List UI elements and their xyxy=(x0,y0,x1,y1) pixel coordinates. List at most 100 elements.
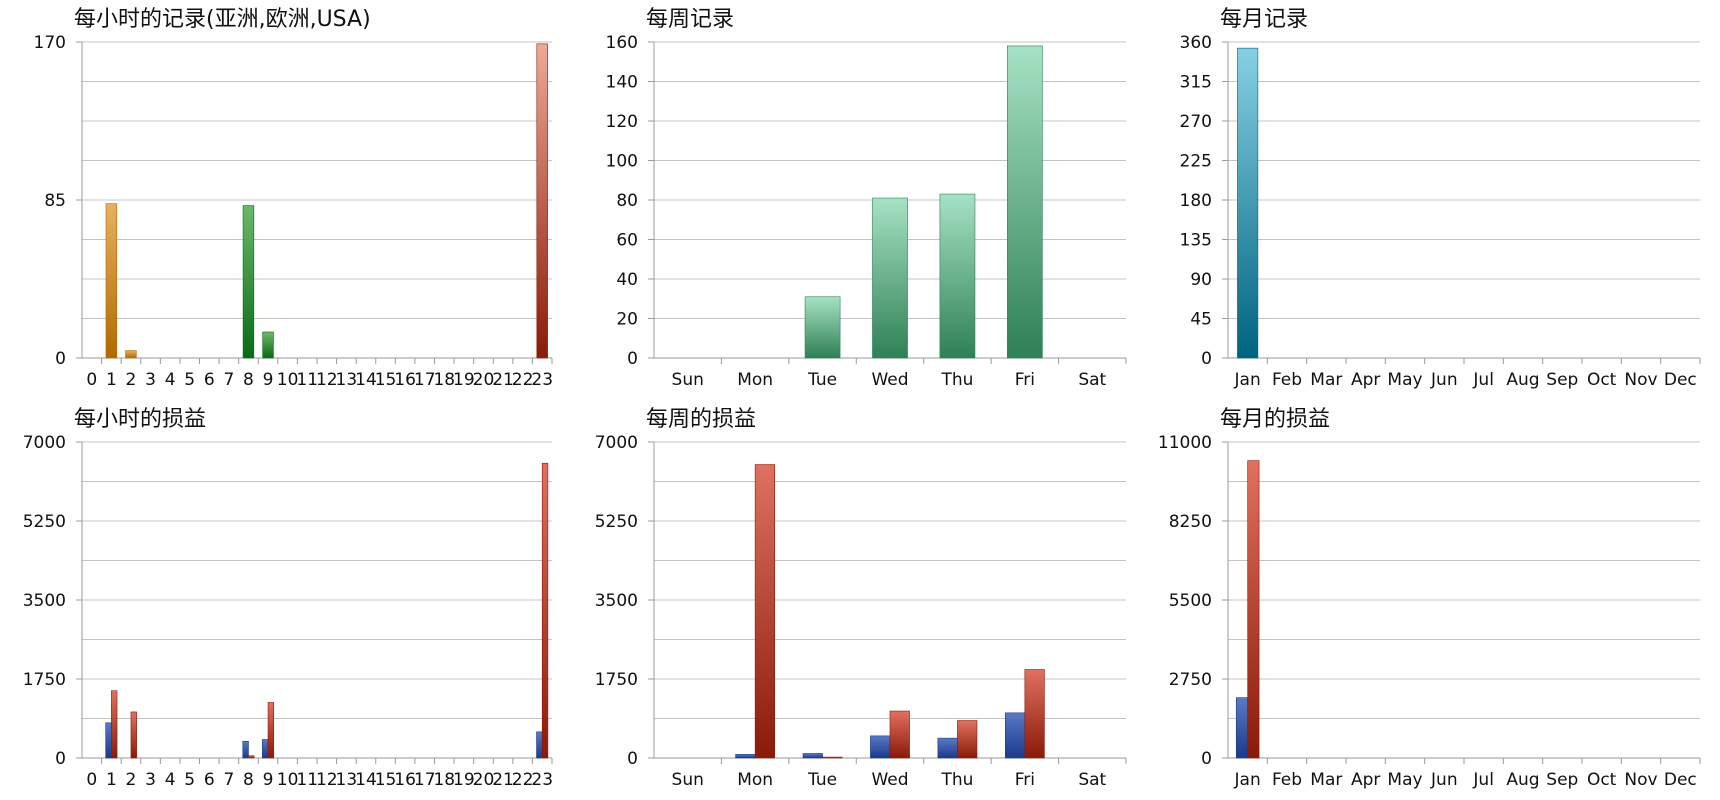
y-tick-label: 140 xyxy=(606,73,638,93)
x-tick-label: Mar xyxy=(1310,770,1342,790)
y-tick-label: 0 xyxy=(627,349,638,369)
y-tick-label: 11000 xyxy=(1158,433,1212,453)
chart-panel-3: 每小时的损益 0 1750 3500 5250 7000 0 1 2 3 4 5 6 7 8 9 10 11 12 1… xyxy=(0,400,572,800)
x-tick-label: 17 xyxy=(414,370,436,390)
x-tick-label: 14 xyxy=(355,770,377,790)
x-tick-label: 20 xyxy=(473,370,495,390)
chart-title: 每周的损益 xyxy=(646,407,756,432)
chart-title: 每月的损益 xyxy=(1220,407,1330,432)
bar xyxy=(105,722,112,759)
x-tick-label: 16 xyxy=(394,770,416,790)
x-tick-label: Sat xyxy=(1078,770,1106,790)
x-tick-label: Apr xyxy=(1351,370,1380,390)
y-tick-label: 7000 xyxy=(23,433,66,453)
x-tick-label: 1 xyxy=(106,770,117,790)
x-tick-label: Tue xyxy=(807,370,837,390)
bar xyxy=(541,462,549,759)
y-tick-label: 5250 xyxy=(595,512,638,532)
bar xyxy=(130,711,137,759)
y-tick-label: 90 xyxy=(1190,270,1212,290)
x-tick-label: 2 xyxy=(126,370,137,390)
x-tick-label: 19 xyxy=(453,770,475,790)
x-tick-label: 18 xyxy=(433,770,455,790)
y-tick-label: 3500 xyxy=(23,591,66,611)
x-tick-label: 17 xyxy=(414,770,436,790)
x-tick-label: Apr xyxy=(1351,770,1380,790)
x-tick-label: 6 xyxy=(204,770,215,790)
x-tick-label: 3 xyxy=(145,770,156,790)
x-tick-label: 5 xyxy=(184,370,195,390)
bar xyxy=(111,690,118,759)
chart-title: 每月记录 xyxy=(1220,7,1308,32)
bar xyxy=(804,296,841,359)
y-tick-label: 0 xyxy=(627,749,638,769)
x-tick-label: 3 xyxy=(145,370,156,390)
bar xyxy=(822,756,843,759)
y-tick-label: 0 xyxy=(55,349,66,369)
bar xyxy=(262,331,274,359)
y-tick-label: 270 xyxy=(1180,112,1212,132)
x-tick-label: Fri xyxy=(1015,770,1035,790)
chart-svg-5: 每月的损益 0 2750 5500 8250 11000 Jan Feb Mar Apr May Ju… xyxy=(1158,407,1701,790)
y-tick-label: 170 xyxy=(34,33,66,53)
y-tick-label: 20 xyxy=(616,310,638,330)
x-tick-label: Sat xyxy=(1078,370,1106,390)
y-tick-label: 315 xyxy=(1180,73,1212,93)
x-tick-label: 13 xyxy=(336,770,358,790)
x-tick-label: 21 xyxy=(492,770,514,790)
x-tick-label: 11 xyxy=(296,770,318,790)
x-tick-label: Aug xyxy=(1506,770,1539,790)
x-tick-label: 0 xyxy=(86,770,97,790)
x-tick-label: Oct xyxy=(1587,770,1617,790)
x-tick-label: 10 xyxy=(277,770,299,790)
x-tick-label: Jul xyxy=(1472,770,1494,790)
x-tick-label: 7 xyxy=(223,370,234,390)
bar xyxy=(735,754,756,759)
bar xyxy=(242,205,255,359)
x-tick-label: Jun xyxy=(1430,770,1458,790)
x-tick-label: Mon xyxy=(737,770,773,790)
x-tick-label: 11 xyxy=(296,370,318,390)
x-tick-label: Jan xyxy=(1234,370,1261,390)
y-tick-label: 3500 xyxy=(595,591,638,611)
x-tick-label: 23 xyxy=(531,370,553,390)
x-tick-label: Sep xyxy=(1546,370,1578,390)
x-tick-label: 22 xyxy=(512,770,534,790)
chart-svg-2: 每月记录 0 45 90 135 180 225 270 315 360 Jan Feb Mar Apr M… xyxy=(1180,7,1701,390)
bar xyxy=(937,737,958,759)
bar xyxy=(872,197,908,359)
y-tick-label: 1750 xyxy=(595,670,638,690)
x-tick-label: 4 xyxy=(165,770,176,790)
x-tick-label: 0 xyxy=(86,370,97,390)
bar xyxy=(1024,669,1045,759)
y-tick-label: 160 xyxy=(606,33,638,53)
y-tick-label: 5500 xyxy=(1169,591,1212,611)
chart-title: 每小时的记录(亚洲,欧洲,USA) xyxy=(74,7,371,32)
x-tick-label: Thu xyxy=(940,770,973,790)
bar xyxy=(870,735,891,759)
bar xyxy=(267,702,275,759)
y-tick-label: 135 xyxy=(1180,231,1212,251)
x-tick-label: 8 xyxy=(243,770,254,790)
x-tick-label: Jun xyxy=(1430,370,1458,390)
y-tick-label: 1750 xyxy=(23,670,66,690)
x-tick-label: May xyxy=(1387,370,1422,390)
x-tick-label: Sun xyxy=(672,370,704,390)
chart-panel-4: 每周的损益 0 1750 3500 5250 7000 Sun Mon Tue Wed Thu Fri… xyxy=(572,400,1146,800)
x-tick-label: 5 xyxy=(184,770,195,790)
x-tick-label: 9 xyxy=(263,370,274,390)
bar xyxy=(1235,697,1248,759)
x-tick-label: 6 xyxy=(204,370,215,390)
bar xyxy=(1237,47,1259,359)
x-tick-label: Tue xyxy=(807,770,837,790)
y-tick-label: 85 xyxy=(44,191,66,211)
bar xyxy=(1247,460,1260,759)
bar xyxy=(1005,712,1026,759)
bar xyxy=(1007,45,1043,359)
x-tick-label: Jul xyxy=(1472,370,1494,390)
x-tick-label: 16 xyxy=(394,370,416,390)
x-tick-label: Wed xyxy=(871,770,908,790)
chart-title: 每小时的损益 xyxy=(74,407,206,432)
chart-panel-0: 每小时的记录(亚洲,欧洲,USA) 0 85 170 0 1 2 3 4 5 6 7 8 9 10 11 12 1… xyxy=(0,0,572,400)
